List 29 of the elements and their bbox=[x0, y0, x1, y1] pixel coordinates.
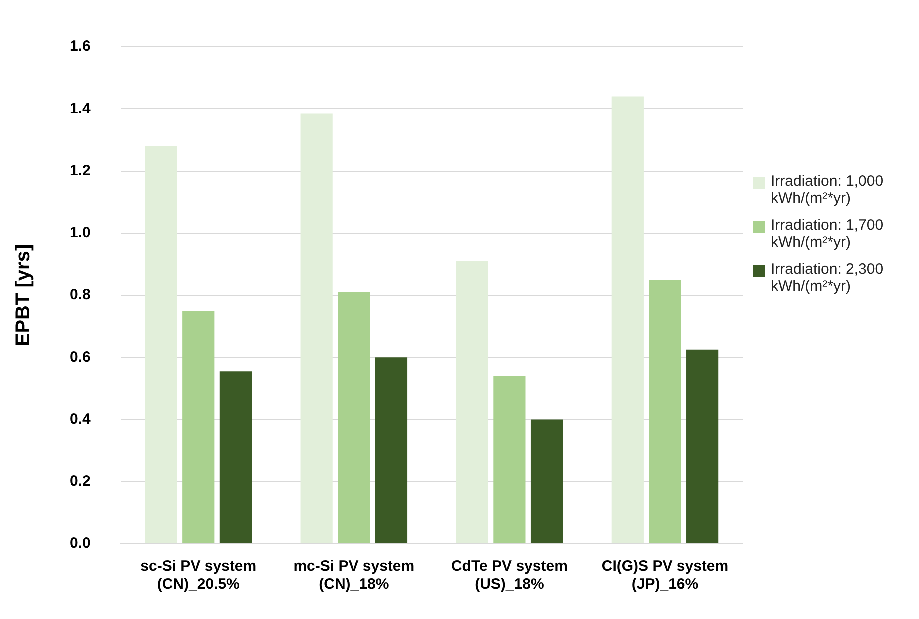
legend-label: Irradiation: 2,300 kWh/(m²*yr) bbox=[771, 261, 885, 295]
x-tick-label: CdTe PV system (US)_18% bbox=[451, 558, 568, 594]
y-tick-label: 0.6 bbox=[70, 348, 91, 366]
bar bbox=[530, 420, 564, 544]
legend-label: Irradiation: 1,700 kWh/(m²*yr) bbox=[771, 217, 885, 251]
bar bbox=[145, 146, 178, 544]
bar bbox=[338, 292, 370, 544]
bar bbox=[649, 280, 682, 544]
y-axis-title: EPBT [yrs] bbox=[12, 244, 35, 347]
bar bbox=[612, 96, 644, 544]
y-tick-label: 1.2 bbox=[70, 162, 91, 180]
bar bbox=[300, 114, 333, 544]
bar bbox=[182, 311, 215, 544]
y-tick-label: 1.6 bbox=[70, 38, 91, 56]
bar bbox=[494, 376, 526, 544]
legend-label: Irradiation: 1,000 kWh/(m²*yr) bbox=[771, 173, 885, 207]
x-tick-label: sc-Si PV system (CN)_20.5% bbox=[140, 558, 257, 594]
x-tick-label: mc-Si PV system (CN)_18% bbox=[294, 558, 415, 594]
y-tick-label: 0.4 bbox=[70, 410, 92, 428]
y-tick-label: 1.0 bbox=[70, 224, 91, 242]
y-tick-label: 0.0 bbox=[70, 535, 91, 552]
y-tick-label: 1.4 bbox=[70, 100, 92, 118]
bar bbox=[375, 358, 408, 544]
x-tick-label: CI(G)S PV system (JP)_16% bbox=[602, 558, 729, 594]
y-tick-label: 0.8 bbox=[70, 286, 91, 304]
bar bbox=[686, 350, 719, 544]
bar bbox=[220, 372, 252, 544]
y-tick-label: 0.2 bbox=[70, 473, 91, 490]
bar bbox=[456, 261, 488, 544]
